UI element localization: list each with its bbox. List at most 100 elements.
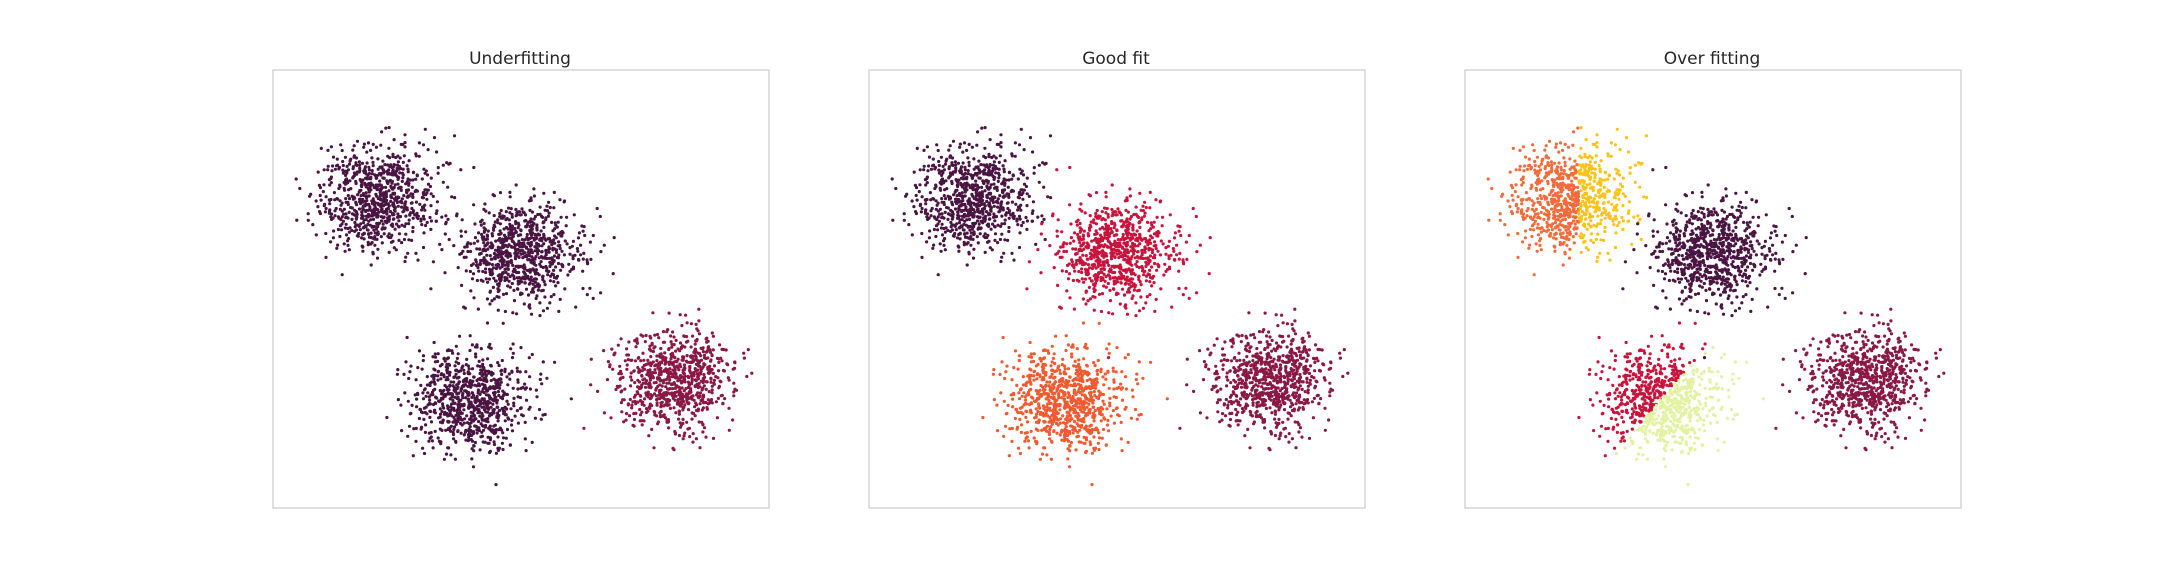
- scatter-point: [1096, 358, 1100, 363]
- scatter-point: [960, 202, 964, 206]
- scatter-point: [1089, 257, 1093, 261]
- scatter-point: [982, 163, 986, 167]
- scatter-point: [629, 375, 633, 379]
- scatter-point: [1108, 277, 1112, 281]
- scatter-point: [392, 246, 396, 250]
- scatter-point: [1140, 264, 1144, 269]
- scatter-point: [709, 380, 713, 384]
- scatter-point: [1185, 257, 1189, 261]
- scatter-point: [1068, 203, 1072, 207]
- scatter-point: [1076, 232, 1080, 237]
- scatter-point: [365, 150, 369, 154]
- scatter-point: [1025, 204, 1029, 208]
- scatter-point: [427, 395, 431, 399]
- scatter-point: [465, 357, 469, 361]
- scatter-point: [996, 241, 1000, 245]
- scatter-point: [1110, 183, 1114, 187]
- scatter-point: [962, 243, 966, 247]
- scatter-point: [934, 199, 938, 203]
- scatter-point: [498, 229, 502, 233]
- scatter-point: [361, 232, 365, 237]
- scatter-point: [541, 215, 545, 219]
- scatter-point: [343, 155, 347, 159]
- scatter-point: [732, 390, 736, 394]
- scatter-point: [640, 373, 644, 378]
- scatter-point: [364, 218, 368, 222]
- scatter-point: [474, 424, 478, 428]
- scatter-point: [403, 145, 407, 149]
- scatter-point: [1021, 197, 1025, 201]
- scatter-point: [331, 155, 336, 159]
- scatter-point: [999, 259, 1003, 264]
- scatter-point: [493, 220, 497, 224]
- scatter-point: [436, 374, 440, 378]
- scatter-point: [401, 176, 405, 180]
- scatter-point: [544, 216, 548, 220]
- scatter-point: [491, 285, 495, 289]
- scatter-point: [516, 282, 520, 286]
- scatter-point: [1167, 239, 1171, 243]
- scatter-point: [477, 426, 481, 430]
- scatter-point: [673, 368, 677, 372]
- scatter-point: [972, 222, 976, 226]
- panel-title-underfitting: Underfitting: [469, 49, 571, 69]
- scatter-point: [458, 415, 462, 420]
- scatter-point: [929, 198, 933, 202]
- scatter-point: [361, 214, 365, 218]
- scatter-point: [1108, 267, 1112, 271]
- scatter-point: [359, 199, 363, 203]
- scatter-point: [533, 280, 538, 284]
- scatter-point: [611, 367, 615, 371]
- scatter-point: [429, 420, 434, 424]
- scatter-point: [379, 235, 383, 239]
- scatter-point: [1112, 282, 1116, 286]
- scatter-point: [518, 395, 523, 400]
- scatter-point: [367, 232, 371, 236]
- scatter-point: [991, 163, 996, 167]
- scatter-point: [691, 432, 695, 436]
- scatter-point: [454, 372, 458, 376]
- scatter-point: [443, 232, 447, 236]
- scatter-point: [514, 230, 518, 234]
- scatter-point: [406, 167, 410, 171]
- scatter-point: [924, 202, 928, 206]
- scatter-point: [995, 403, 999, 407]
- scatter-point: [1004, 212, 1008, 217]
- scatter-point: [580, 224, 584, 228]
- scatter-point: [1009, 213, 1013, 217]
- scatter-point: [472, 413, 476, 417]
- scatter-point: [508, 222, 512, 226]
- scatter-point: [502, 214, 506, 219]
- scatter-point: [480, 397, 484, 401]
- scatter-point: [694, 322, 698, 326]
- scatter-point: [1142, 273, 1146, 277]
- scatter-point: [389, 193, 393, 197]
- scatter-point: [1000, 232, 1004, 236]
- scatter-point: [969, 231, 973, 235]
- scatter-point: [508, 195, 512, 199]
- scatter-point: [476, 307, 480, 311]
- scatter-point: [428, 383, 432, 388]
- scatter-point: [890, 177, 894, 181]
- scatter-point: [948, 155, 952, 159]
- scatter-point: [993, 186, 997, 190]
- scatter-point: [405, 335, 409, 340]
- scatter-point: [469, 263, 474, 267]
- scatter-point: [423, 387, 427, 391]
- scatter-point: [1010, 200, 1015, 204]
- scatter-point: [994, 171, 998, 175]
- scatter-point: [333, 214, 337, 218]
- scatter-point: [598, 214, 602, 219]
- scatter-point: [489, 346, 493, 350]
- scatter-point: [482, 207, 486, 211]
- scatter-point: [709, 377, 713, 381]
- scatter-point: [398, 156, 402, 160]
- scatter-point: [346, 216, 350, 220]
- scatter-point: [429, 227, 433, 231]
- scatter-point: [508, 443, 512, 447]
- scatter-point: [324, 206, 328, 211]
- scatter-point: [421, 143, 426, 147]
- scatter-point: [548, 240, 552, 244]
- scatter-point: [677, 402, 681, 406]
- scatter-point: [414, 251, 418, 255]
